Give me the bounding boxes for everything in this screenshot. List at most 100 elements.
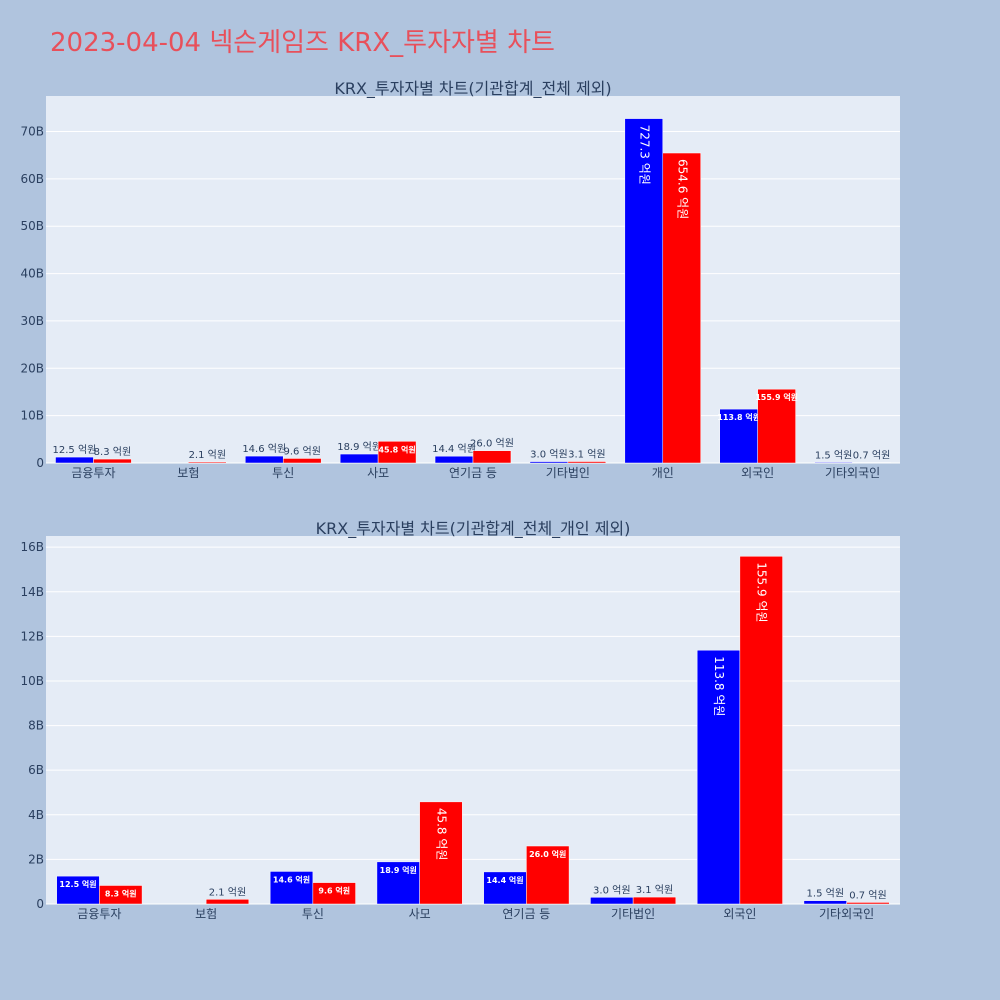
data-label: 14.4 억원 bbox=[486, 875, 523, 885]
bar-series-b bbox=[567, 461, 607, 464]
data-label: 2.1 억원 bbox=[209, 886, 246, 898]
bar-series-b bbox=[739, 556, 783, 905]
x-tick-label: 보험 bbox=[195, 907, 217, 921]
x-tick-label: 연기금 등 bbox=[502, 907, 550, 921]
data-label: 654.6 억원 bbox=[675, 159, 689, 219]
x-tick-label: 투신 bbox=[302, 907, 324, 921]
bar-series-a bbox=[56, 875, 100, 905]
bar-series-a bbox=[483, 871, 527, 905]
x-tick-label: 기타외국인 bbox=[819, 907, 874, 921]
y-tick-label: 10B bbox=[20, 409, 44, 423]
y-tick-label: 50B bbox=[20, 219, 44, 233]
data-label: 12.5 억원 bbox=[59, 879, 96, 889]
bar-series-a bbox=[269, 871, 314, 905]
chart-1: 0 10B 20B 30B 40B 50B 60B 70B KRX_투자자별 차트(기관합계_전… bbox=[20, 79, 900, 480]
y-tick-label: 0 bbox=[36, 897, 44, 911]
data-label: 727.3 억원 bbox=[637, 125, 651, 185]
y-tick-label: 40B bbox=[20, 267, 44, 281]
x-tick-label: 금융투자 bbox=[71, 466, 115, 480]
bar-series-b bbox=[852, 462, 891, 464]
x-tick-label: 외국인 bbox=[741, 466, 774, 480]
data-label: 1.5 억원 bbox=[815, 449, 852, 461]
data-label: 155.9 억원 bbox=[755, 392, 798, 402]
x-tick-label: 투신 bbox=[272, 466, 294, 480]
data-label: 2.1 억원 bbox=[189, 449, 226, 461]
bar-series-b bbox=[419, 801, 463, 905]
x-tick-label: 기타법인 bbox=[546, 466, 590, 480]
data-label: 9.6 억원 bbox=[283, 445, 320, 457]
data-label: 18.9 억원 bbox=[337, 441, 381, 453]
bar-series-b bbox=[99, 885, 143, 905]
bar-series-b bbox=[472, 450, 512, 464]
data-label: 0.7 억원 bbox=[853, 450, 890, 462]
y-tick-label: 16B bbox=[20, 540, 44, 554]
bar-series-a bbox=[434, 455, 474, 464]
data-label: 3.1 억원 bbox=[568, 449, 605, 461]
y-tick-label: 8B bbox=[28, 719, 44, 733]
data-label: 9.6 억원 bbox=[318, 886, 350, 896]
bar-series-b bbox=[377, 441, 417, 464]
data-label: 14.4 억원 bbox=[432, 443, 476, 455]
data-label: 18.9 억원 bbox=[380, 865, 417, 875]
y-tick-label: 12B bbox=[20, 629, 44, 643]
data-label: 14.6 억원 bbox=[242, 443, 286, 455]
data-label: 113.8 억원 bbox=[717, 412, 760, 422]
data-label: 113.8 억원 bbox=[712, 656, 726, 716]
data-label: 8.3 억원 bbox=[105, 888, 137, 898]
chart-title: KRX_투자자별 차트(기관합계_전체 제외) bbox=[334, 79, 611, 99]
x-tick-label: 보험 bbox=[177, 466, 199, 480]
x-tick-label: 사모 bbox=[367, 466, 389, 480]
bar-series-a bbox=[624, 118, 664, 464]
bar-series-b bbox=[846, 902, 890, 905]
bar-series-a bbox=[814, 462, 853, 464]
data-label: 26.0 억원 bbox=[529, 849, 566, 859]
y-tick-label: 30B bbox=[20, 314, 44, 328]
chart-title: KRX_투자자별 차트(기관합계_전체_개인 제외) bbox=[316, 519, 631, 539]
bar-series-a bbox=[590, 897, 634, 905]
x-tick-label: 기타법인 bbox=[611, 907, 655, 921]
y-tick-label: 60B bbox=[20, 172, 44, 186]
bar-series-a bbox=[339, 453, 379, 464]
x-tick-label: 금융투자 bbox=[77, 907, 121, 921]
data-label: 155.9 억원 bbox=[755, 562, 769, 622]
bar-series-b bbox=[526, 845, 570, 905]
bar-series-b bbox=[93, 458, 132, 464]
bar-series-a bbox=[376, 861, 420, 905]
data-label: 14.6 억원 bbox=[273, 874, 310, 884]
x-tick-label: 기타외국인 bbox=[825, 466, 880, 480]
x-tick-label: 사모 bbox=[409, 907, 431, 921]
data-label: 26.0 억원 bbox=[470, 438, 514, 450]
y-tick-label: 2B bbox=[28, 852, 44, 866]
y-tick-label: 70B bbox=[20, 125, 44, 139]
bar-series-a bbox=[529, 461, 569, 464]
y-tick-label: 0 bbox=[36, 456, 44, 470]
bar-series-b bbox=[282, 458, 322, 464]
bar-series-b bbox=[662, 152, 701, 464]
bar-series-b bbox=[632, 896, 677, 905]
data-label: 45.8 억원 bbox=[378, 444, 415, 454]
bar-series-a bbox=[719, 408, 758, 464]
bar-series-a bbox=[55, 456, 94, 464]
bar-series-a bbox=[245, 455, 284, 464]
chart-2: 0 2B 4B 6B 8B 10B 12B 14B 16B KRX_투자자별 차트(기관합계_전체… bbox=[20, 519, 900, 921]
data-label: 3.1 억원 bbox=[636, 884, 673, 896]
y-tick-label: 20B bbox=[20, 361, 44, 375]
y-tick-label: 14B bbox=[20, 585, 44, 599]
x-tick-label: 외국인 bbox=[723, 907, 756, 921]
x-tick-label: 연기금 등 bbox=[449, 466, 497, 480]
y-tick-label: 10B bbox=[20, 674, 44, 688]
y-tick-label: 4B bbox=[28, 808, 44, 822]
data-label: 0.7 억원 bbox=[849, 889, 886, 901]
data-label: 12.5 억원 bbox=[53, 444, 97, 456]
data-label: 45.8 억원 bbox=[434, 808, 448, 861]
bar-series-a bbox=[803, 900, 847, 905]
bar-series-b bbox=[312, 882, 356, 905]
data-label: 8.3 억원 bbox=[94, 446, 131, 458]
data-label: 3.0 억원 bbox=[593, 884, 630, 896]
y-tick-label: 6B bbox=[28, 763, 44, 777]
data-label: 3.0 억원 bbox=[530, 449, 567, 461]
bar-series-b bbox=[205, 899, 250, 905]
bar-series-b bbox=[188, 461, 227, 464]
page-title: 2023-04-04 넥슨게임즈 KRX_투자자별 차트 bbox=[50, 28, 555, 58]
